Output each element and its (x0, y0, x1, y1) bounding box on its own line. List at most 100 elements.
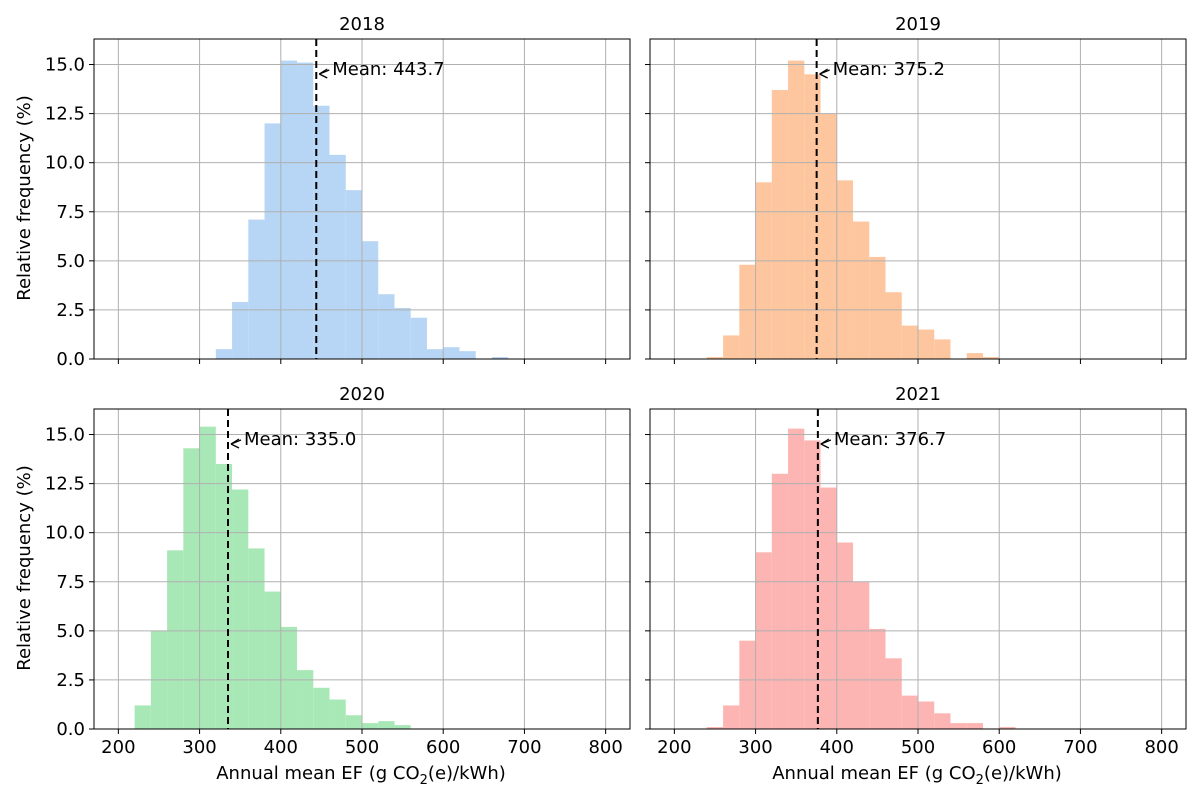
mean-arrowhead (230, 443, 240, 449)
histogram-bar (264, 123, 281, 359)
histogram-bar (459, 351, 476, 359)
histogram-bar (134, 705, 151, 729)
x-tick-label: 600 (982, 737, 1016, 758)
histogram-bar (755, 552, 772, 729)
histogram-bar (491, 357, 509, 359)
x-tick-label: 600 (426, 737, 460, 758)
mean-annotation: Mean: 335.0 (244, 429, 356, 450)
y-tick-label: 10.0 (45, 523, 85, 544)
y-tick-label: 2.5 (56, 300, 85, 321)
histogram-bar (443, 347, 460, 359)
histogram-bar (836, 542, 854, 729)
histogram-bar (248, 548, 265, 729)
mean-arrowhead (819, 73, 828, 79)
x-tick-label: 300 (738, 737, 772, 758)
mean-annotation: Mean: 376.7 (834, 429, 946, 450)
histogram-bar (788, 428, 805, 729)
histogram-bar (167, 550, 184, 729)
histogram-bar (739, 640, 756, 729)
histogram-bar (394, 725, 411, 729)
histogram-bar (836, 180, 854, 359)
x-axis-label-subscript: 2 (420, 773, 428, 788)
histogram-bar (232, 302, 249, 359)
panel-title: 2021 (895, 384, 941, 405)
histogram-bar (264, 591, 281, 729)
histogram-bar (280, 60, 298, 359)
histogram-bar (362, 723, 379, 729)
histogram-bar (345, 715, 362, 729)
histogram-bar (788, 60, 805, 359)
histogram-bar (934, 339, 951, 359)
x-tick-label: 700 (1063, 737, 1097, 758)
panel-title: 2019 (895, 14, 941, 35)
histogram-bar (362, 241, 379, 359)
x-tick-label: 200 (101, 737, 135, 758)
histogram-bar (999, 727, 1016, 729)
histogram-bar (804, 440, 821, 729)
x-tick-label: 300 (182, 737, 216, 758)
histogram-bar (297, 62, 314, 359)
y-tick-label: 12.5 (45, 104, 85, 125)
x-tick-label: 400 (820, 737, 854, 758)
mean-annotation: Mean: 443.7 (332, 59, 444, 80)
mean-arrowhead (230, 438, 240, 445)
histogram-bar (966, 353, 983, 359)
histogram-bar (771, 90, 789, 360)
x-tick-label: 800 (588, 737, 622, 758)
panel-2019: Mean: 375.2 2019 (645, 14, 1187, 364)
histogram-bar (280, 626, 298, 729)
histogram-bar (706, 727, 724, 729)
mean-arrowhead (820, 438, 830, 445)
y-tick-label: 15.0 (45, 425, 85, 446)
y-tick-label: 7.5 (56, 572, 85, 593)
histogram-bar (869, 256, 886, 359)
panel-title: 2018 (339, 14, 385, 35)
histogram-bar (885, 292, 902, 359)
y-tick-label: 0.0 (56, 719, 85, 740)
x-tick-label: 700 (507, 737, 541, 758)
mean-arrowhead (318, 73, 328, 79)
histogram-bar (982, 357, 1000, 359)
histogram-bar (885, 658, 902, 729)
histogram-bar (950, 723, 967, 729)
y-tick-label: 7.5 (56, 202, 85, 223)
histogram-bar (394, 307, 411, 359)
histogram-bar (329, 699, 346, 729)
mean-arrowhead (819, 68, 828, 75)
histogram-bar (853, 581, 870, 729)
histogram-bar (869, 628, 886, 729)
histogram-bar (723, 335, 740, 359)
histogram-bar (739, 264, 756, 359)
x-tick-label: 800 (1144, 737, 1178, 758)
histogram-bar (313, 105, 330, 359)
histogram-bar (248, 219, 265, 359)
histogram-bar (918, 329, 935, 359)
histogram-bar (329, 154, 346, 359)
histogram-bar (345, 190, 362, 359)
histogram-bar (199, 426, 216, 729)
histogram-bar (820, 113, 837, 359)
y-tick-label: 10.0 (45, 153, 85, 174)
x-tick-label: 500 (901, 737, 935, 758)
histogram-bar (410, 317, 427, 359)
histogram-bar (771, 473, 789, 729)
histogram-bar (804, 74, 821, 359)
mean-arrowhead (820, 443, 830, 449)
panel-2021: Mean: 376.7 200 300 400 500 600 700 800 2021 (645, 384, 1187, 758)
histogram-bar (215, 349, 233, 359)
y-tick-label: 0.0 (56, 349, 85, 370)
histogram-bar (853, 221, 870, 359)
x-axis-label-tail: (e)/kWh) (984, 763, 1062, 784)
y-tick-label: 5.0 (56, 251, 85, 272)
histogram-bar (297, 670, 314, 729)
x-tick-label: 400 (264, 737, 298, 758)
histogram-bar (378, 294, 395, 359)
panel-title: 2020 (339, 384, 385, 405)
histogram-bar (755, 182, 772, 359)
x-axis-label-main: Annual mean EF (g CO (216, 763, 419, 784)
x-axis-label-tail: (e)/kWh) (428, 763, 506, 784)
x-axis-label-right: Annual mean EF (g CO2(e)/kWh) (772, 763, 1062, 788)
y-tick-label: 15.0 (45, 55, 85, 76)
y-tick-label: 12.5 (45, 474, 85, 495)
